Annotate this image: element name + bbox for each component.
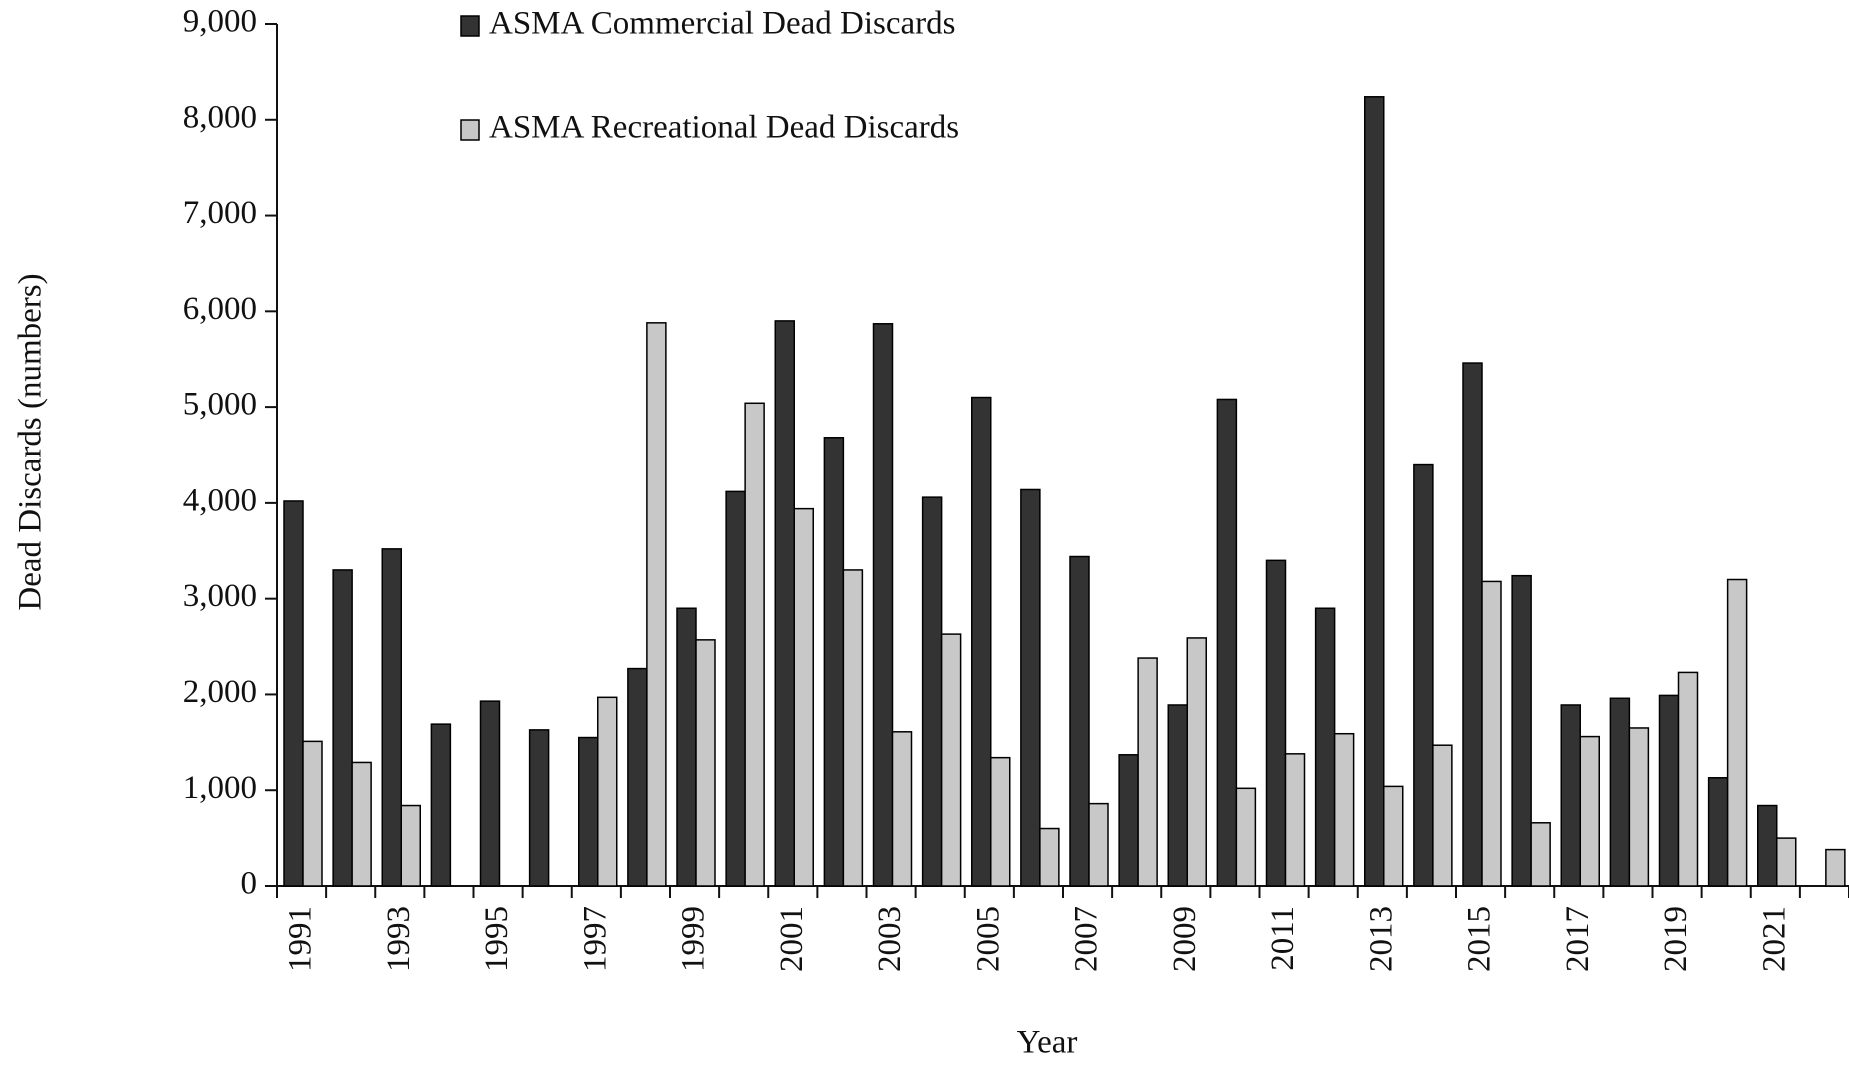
bar xyxy=(1511,574,1532,887)
x-tick-label: 2011 xyxy=(1265,906,1301,971)
x-tick-label: 2019 xyxy=(1658,906,1694,972)
bar xyxy=(332,569,353,887)
y-tick-label: 6,000 xyxy=(183,291,257,327)
x-tick-label: 2021 xyxy=(1756,906,1792,972)
bar xyxy=(1726,578,1748,887)
y-tick-label: 4,000 xyxy=(183,482,257,518)
bar xyxy=(1235,787,1257,887)
legend-label: ASMA Commercial Dead Discards xyxy=(489,6,956,42)
y-tick-label: 9,000 xyxy=(183,4,257,40)
bar xyxy=(990,756,1011,887)
bar xyxy=(430,723,452,887)
bar xyxy=(1020,488,1041,887)
bar xyxy=(1413,463,1434,887)
x-axis-title: Year xyxy=(1017,1025,1078,1061)
bar xyxy=(1216,398,1238,887)
bar xyxy=(1088,802,1109,887)
legend-swatch xyxy=(460,119,480,141)
bar xyxy=(627,667,648,887)
bar xyxy=(1579,735,1600,887)
bar xyxy=(695,639,716,887)
bar xyxy=(921,496,943,887)
bar xyxy=(1314,607,1336,887)
y-tick-label: 8,000 xyxy=(183,99,257,135)
bar xyxy=(1776,837,1797,887)
bar xyxy=(872,323,894,887)
x-tick-label: 1997 xyxy=(577,906,613,972)
y-tick-label: 3,000 xyxy=(183,578,257,614)
bar xyxy=(1757,804,1778,887)
bar xyxy=(1825,848,1846,887)
bar xyxy=(1137,657,1158,887)
x-tick-label: 2001 xyxy=(774,906,810,972)
bar xyxy=(1069,555,1090,887)
bar xyxy=(823,437,845,887)
legend-swatch xyxy=(460,15,480,37)
y-tick-label: 0 xyxy=(241,866,258,902)
bar xyxy=(1560,704,1581,887)
bar xyxy=(1658,694,1680,887)
bar xyxy=(1167,704,1188,887)
bar xyxy=(971,396,992,887)
bar xyxy=(1462,362,1483,887)
bar xyxy=(940,633,962,887)
bar xyxy=(1118,754,1139,887)
x-tick-label: 2007 xyxy=(1069,906,1105,972)
bar xyxy=(744,402,765,887)
bar xyxy=(676,607,697,887)
bar xyxy=(1628,727,1650,887)
x-tick-label: 2017 xyxy=(1560,906,1596,972)
x-tick-label: 1995 xyxy=(479,906,515,972)
y-tick-label: 2,000 xyxy=(183,674,257,710)
bar xyxy=(597,696,618,887)
x-tick-label: 2003 xyxy=(872,906,908,972)
x-tick-label: 1993 xyxy=(381,906,417,972)
bar xyxy=(842,569,864,887)
bar xyxy=(302,740,323,887)
bar xyxy=(1186,637,1207,887)
bar xyxy=(1284,753,1306,887)
bar xyxy=(646,322,667,887)
x-tick-label: 1991 xyxy=(283,906,319,972)
bar xyxy=(1609,697,1631,887)
bar xyxy=(1383,785,1404,887)
bar xyxy=(1481,580,1502,887)
bar xyxy=(1707,777,1729,887)
x-tick-label: 2015 xyxy=(1462,906,1498,972)
bar xyxy=(1677,671,1699,887)
bar xyxy=(891,731,913,887)
x-tick-label: 2013 xyxy=(1363,906,1399,972)
y-axis-title: Dead Discards (numbers) xyxy=(13,273,49,610)
bar xyxy=(479,700,501,887)
bar xyxy=(351,761,372,887)
bar xyxy=(774,320,795,887)
bar xyxy=(400,804,421,887)
y-tick-label: 1,000 xyxy=(183,770,257,806)
bar xyxy=(1333,732,1355,887)
bar xyxy=(283,500,304,887)
y-tick-label: 5,000 xyxy=(183,387,257,423)
bar xyxy=(1364,96,1385,887)
x-tick-label: 2005 xyxy=(970,906,1006,972)
x-tick-label: 2009 xyxy=(1167,906,1203,972)
x-tick-label: 1999 xyxy=(676,906,712,972)
bar xyxy=(578,736,599,887)
bar xyxy=(1530,822,1551,887)
y-tick-label: 7,000 xyxy=(183,195,257,231)
bar xyxy=(1432,744,1453,887)
bar xyxy=(1265,559,1287,887)
bar xyxy=(1039,827,1060,887)
bar xyxy=(528,729,550,887)
bar xyxy=(725,490,746,887)
bar xyxy=(381,548,402,887)
legend-label: ASMA Recreational Dead Discards xyxy=(489,110,959,146)
bar xyxy=(793,507,814,887)
